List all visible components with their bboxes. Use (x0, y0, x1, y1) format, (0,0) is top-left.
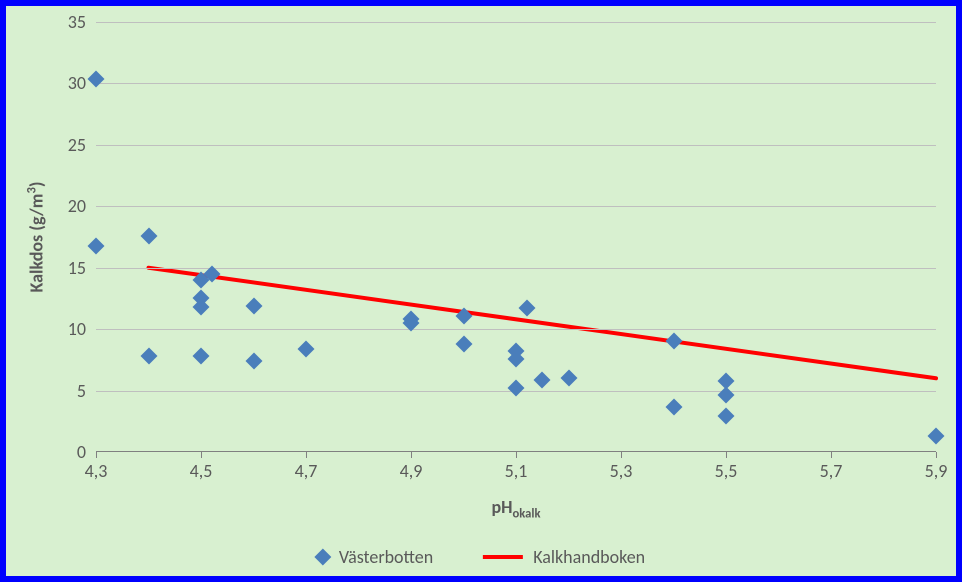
legend: Västerbotten Kalkhandboken (317, 546, 645, 568)
plot-area: 051015202530354,34,54,74,95,15,35,55,75,… (96, 22, 936, 452)
legend-label: Västerbotten (339, 546, 433, 568)
legend-line-icon (483, 555, 523, 559)
gridline (96, 329, 936, 330)
y-tick-label: 20 (68, 195, 96, 217)
y-axis-title: Kalkdos (g/m3) (25, 182, 48, 293)
legend-marker-icon (314, 549, 331, 566)
legend-label: Kalkhandboken (533, 546, 645, 568)
x-tick-label: 5,5 (715, 452, 738, 482)
x-tick-label: 4,9 (400, 452, 423, 482)
legend-item: Västerbotten (317, 546, 433, 568)
chart-frame: Kalkdos (g/m3) 051015202530354,34,54,74,… (0, 0, 962, 582)
gridline (96, 83, 936, 84)
y-tick-label: 35 (68, 11, 96, 33)
y-tick-label: 25 (68, 134, 96, 156)
x-tick-label: 5,3 (610, 452, 633, 482)
x-tick-label: 5,7 (820, 452, 843, 482)
x-axis-title: pHokalk (491, 496, 540, 522)
x-tick-label: 4,7 (295, 452, 318, 482)
x-tick-label: 5,1 (505, 452, 528, 482)
gridline (96, 268, 936, 269)
gridline (96, 145, 936, 146)
gridline (96, 22, 936, 23)
y-tick-label: 5 (77, 380, 96, 402)
x-tick-label: 5,9 (925, 452, 948, 482)
y-tick-label: 10 (68, 318, 96, 340)
x-tick-label: 4,5 (190, 452, 213, 482)
y-tick-label: 15 (68, 257, 96, 279)
gridline (96, 206, 936, 207)
legend-item: Kalkhandboken (483, 546, 645, 568)
x-tick-label: 4,3 (85, 452, 108, 482)
